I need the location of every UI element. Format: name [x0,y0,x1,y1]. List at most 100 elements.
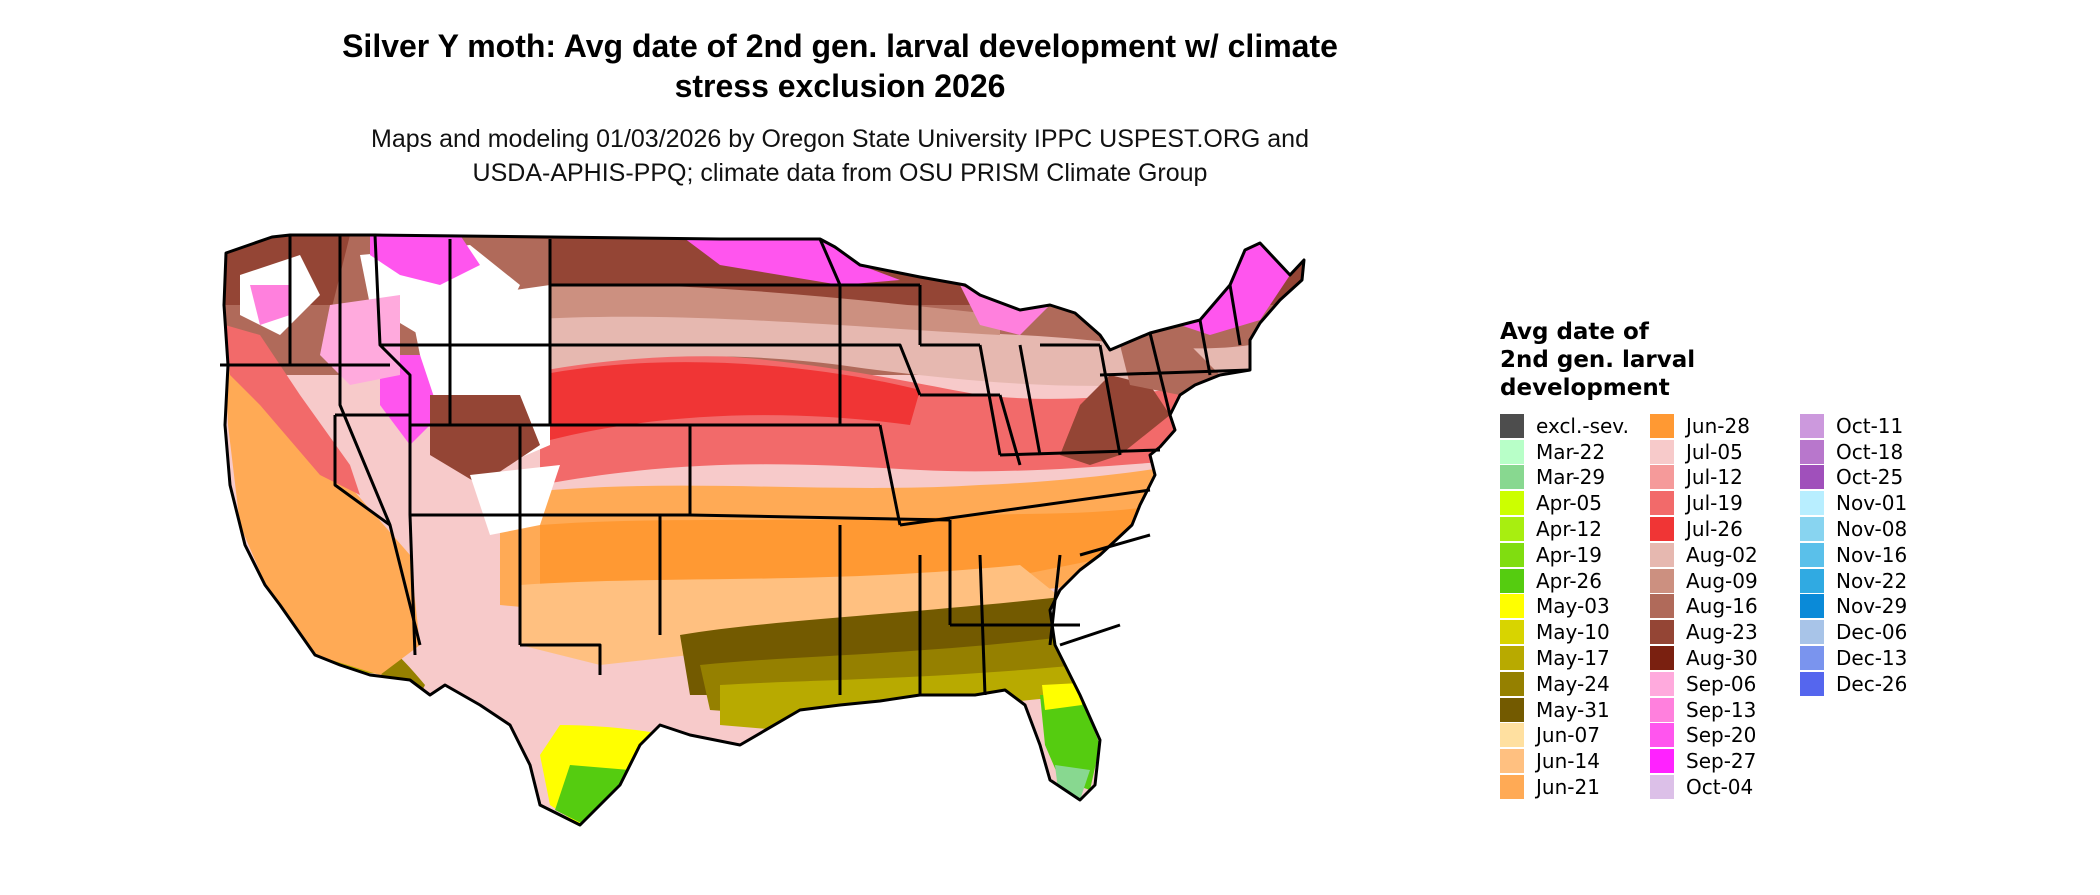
legend-item: Jun-28 [1650,413,1800,439]
legend-swatch [1650,671,1674,696]
legend-item: Apr-05 [1500,490,1650,516]
legend-label: Aug-09 [1686,568,1758,593]
legend-label: Sep-06 [1686,671,1757,696]
legend-label: Oct-11 [1836,413,1904,438]
legend-item: Jul-12 [1650,465,1800,491]
legend-item: Dec-13 [1800,645,1920,671]
map-subtitle-line-2: USDA-APHIS-PPQ; climate data from OSU PR… [472,159,1208,187]
legend-item: Mar-29 [1500,465,1650,491]
legend-swatch [1500,542,1524,567]
legend-swatch [1800,542,1824,567]
legend-item: excl.-sev. [1500,413,1650,439]
legend-item: Apr-26 [1500,568,1650,594]
legend-swatch [1800,517,1824,542]
legend-item: Aug-16 [1650,594,1800,620]
legend-item: May-24 [1500,671,1650,697]
legend-label: May-03 [1536,594,1610,619]
state-boundaries [220,233,1306,827]
legend-swatch [1650,646,1674,671]
legend-swatch [1500,568,1524,593]
legend-item: Nov-08 [1800,516,1920,542]
map-subtitle: Maps and modeling 01/03/2026 by Oregon S… [250,122,1430,190]
legend-label: excl.-sev. [1536,413,1629,438]
legend-title-line-2: 2nd gen. larval [1500,347,1696,373]
legend-swatch [1500,697,1524,722]
legend-label: Dec-26 [1836,671,1908,696]
legend-item: Apr-12 [1500,516,1650,542]
map-raster [224,235,1304,825]
legend-label: Apr-05 [1536,491,1602,516]
legend-item: May-31 [1500,697,1650,723]
legend-label: Jun-28 [1686,413,1750,438]
legend-item: Jun-14 [1500,748,1650,774]
legend-label: May-31 [1536,697,1610,722]
legend-swatch [1800,671,1824,696]
legend-label: Aug-23 [1686,620,1758,645]
legend-swatch [1800,646,1824,671]
map-title-line-2: stress exclusion 2026 [674,68,1006,104]
legend-swatch [1650,594,1674,619]
legend-label: May-17 [1536,646,1610,671]
legend-item: Sep-27 [1650,748,1800,774]
legend-swatch [1650,517,1674,542]
legend-label: Jul-19 [1686,491,1743,516]
legend-label: Dec-13 [1836,646,1908,671]
legend-item: Nov-29 [1800,594,1920,620]
legend-title-line-3: development [1500,375,1670,401]
legend-item: Dec-06 [1800,619,1920,645]
legend-item: Jul-19 [1650,490,1800,516]
legend-label: May-10 [1536,620,1610,645]
legend-column: excl.-sev. Mar-22 Mar-29 Apr-05 Apr-12 Apr-19… [1500,413,1650,800]
legend-swatch [1650,413,1674,438]
legend-item: Aug-23 [1650,619,1800,645]
legend-swatch [1500,517,1524,542]
map-title: Silver Y moth: Avg date of 2nd gen. larv… [250,26,1430,106]
legend-swatch [1800,620,1824,645]
legend-label: May-24 [1536,671,1610,696]
legend-item: May-03 [1500,594,1650,620]
legend-item: May-17 [1500,645,1650,671]
legend-label: Sep-27 [1686,749,1757,774]
legend-column: Jun-28 Jul-05 Jul-12 Jul-19 Jul-26 Aug-02 Aug-… [1650,413,1800,800]
legend-label: Aug-16 [1686,594,1758,619]
legend-swatch [1800,491,1824,516]
legend-label: Apr-12 [1536,517,1602,542]
legend-swatch [1500,439,1524,464]
legend-item: Oct-04 [1650,774,1800,800]
legend-label: Dec-06 [1836,620,1908,645]
legend-label: Nov-29 [1836,594,1908,619]
legend-item: Oct-11 [1800,413,1920,439]
legend-label: Nov-01 [1836,491,1908,516]
legend-swatch [1500,749,1524,774]
legend-swatch [1650,697,1674,722]
legend-label: Nov-22 [1836,568,1908,593]
legend-item: Jul-26 [1650,516,1800,542]
legend: Avg date of 2nd gen. larval development … [1500,318,1920,800]
legend-label: Jul-26 [1686,517,1743,542]
legend-swatch [1500,723,1524,748]
legend-swatch [1650,465,1674,490]
legend-label: Oct-04 [1686,775,1754,800]
legend-item: Aug-09 [1650,568,1800,594]
legend-item: Sep-06 [1650,671,1800,697]
legend-item: Jul-05 [1650,439,1800,465]
legend-swatch [1650,749,1674,774]
legend-swatch [1500,594,1524,619]
legend-item: Nov-01 [1800,490,1920,516]
map-subtitle-line-1: Maps and modeling 01/03/2026 by Oregon S… [371,125,1309,153]
legend-swatch [1500,413,1524,438]
legend-swatch [1650,491,1674,516]
map-title-line-1: Silver Y moth: Avg date of 2nd gen. larv… [342,28,1338,64]
legend-label: Nov-16 [1836,542,1908,567]
legend-item: Jun-21 [1500,774,1650,800]
legend-label: Mar-22 [1536,439,1606,464]
legend-item: Dec-26 [1800,671,1920,697]
legend-item: Oct-18 [1800,439,1920,465]
legend-label: Jul-12 [1686,465,1743,490]
legend-swatch [1650,620,1674,645]
us-map [220,233,1306,827]
legend-item: Aug-30 [1650,645,1800,671]
legend-item: Sep-13 [1650,697,1800,723]
legend-label: Oct-18 [1836,439,1904,464]
legend-item: Nov-22 [1800,568,1920,594]
